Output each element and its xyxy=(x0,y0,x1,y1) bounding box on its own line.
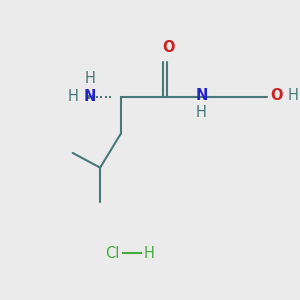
Text: O: O xyxy=(270,88,283,103)
Text: H: H xyxy=(84,71,95,86)
Text: Cl: Cl xyxy=(105,246,119,261)
Text: H: H xyxy=(144,246,155,261)
Text: H: H xyxy=(196,105,206,120)
Text: H: H xyxy=(68,89,79,104)
Text: H: H xyxy=(288,88,299,103)
Text: N: N xyxy=(196,88,208,103)
Text: O: O xyxy=(162,40,174,55)
Text: N: N xyxy=(83,89,96,104)
